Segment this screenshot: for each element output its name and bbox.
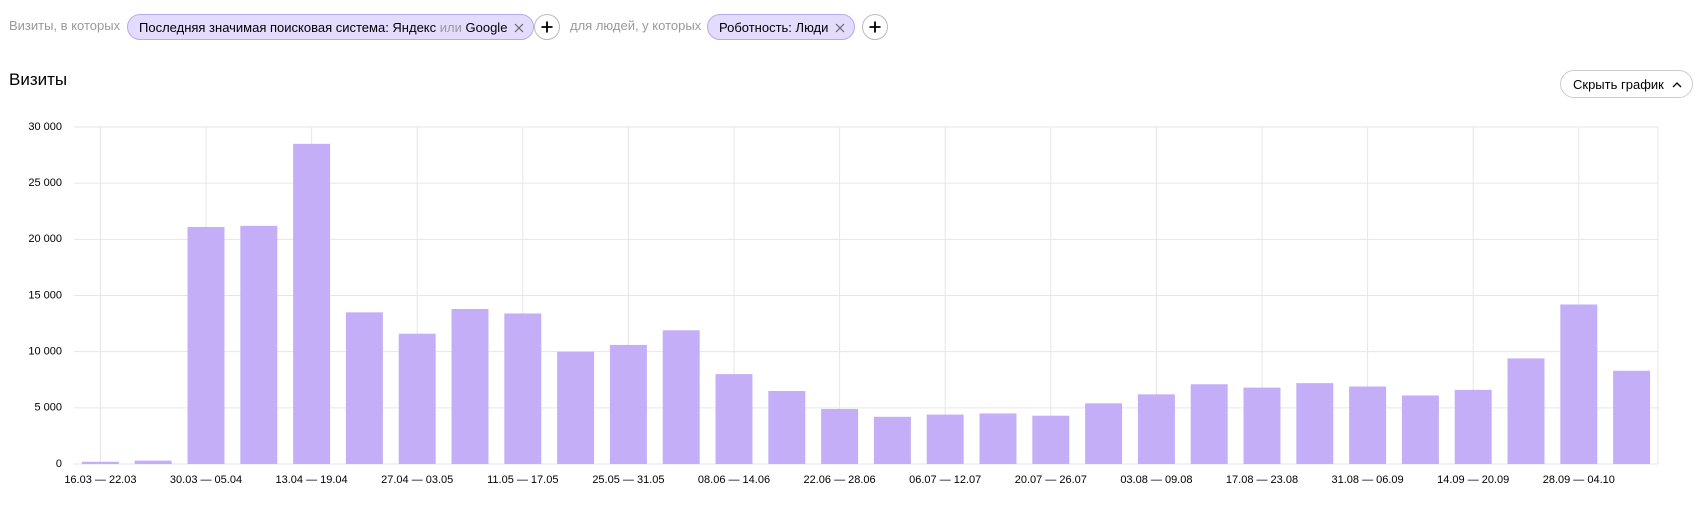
bar [557, 351, 595, 464]
x-tick-label: 30.03 — 05.04 [170, 474, 242, 486]
bar [1454, 389, 1492, 464]
bar [240, 225, 278, 464]
bar [1560, 304, 1598, 464]
y-tick-label: 0 [56, 458, 62, 470]
bar [1613, 370, 1651, 464]
x-tick-label: 11.05 — 17.05 [487, 474, 558, 486]
y-tick-label: 20 000 [28, 233, 62, 245]
x-tick-label: 13.04 — 19.04 [276, 474, 348, 486]
bar [609, 344, 647, 464]
bar [1243, 387, 1281, 464]
bar [715, 374, 753, 464]
bar [451, 308, 489, 464]
y-tick-label: 10 000 [28, 346, 62, 358]
bar [1349, 386, 1387, 464]
bar [1507, 358, 1545, 464]
bar [1032, 415, 1070, 464]
bar [979, 413, 1017, 464]
chip-text: Роботность: Люди [719, 20, 829, 35]
y-tick-label: 30 000 [28, 121, 62, 133]
bar [504, 313, 542, 464]
filter-prefix: Визиты, в которых [9, 18, 121, 33]
add-button[interactable] [862, 14, 888, 40]
bar [1137, 394, 1175, 464]
x-tick-label: 08.06 — 14.06 [698, 474, 770, 486]
bar [134, 460, 172, 464]
x-tick-label: 03.08 — 09.08 [1120, 474, 1192, 486]
filter-bar: Визиты, в которых Последняя значимая пои… [0, 0, 1702, 60]
y-tick-label: 15 000 [28, 289, 62, 301]
chip-conj: или [439, 20, 462, 35]
bar [345, 312, 383, 464]
bar [398, 333, 436, 464]
x-tick-label: 16.03 — 22.03 [64, 474, 136, 486]
chip-text: Google [465, 20, 508, 35]
x-tick-label: 14.09 — 20.09 [1437, 474, 1509, 486]
x-tick-label: 20.07 — 26.07 [1015, 474, 1087, 486]
bar [821, 408, 859, 464]
filter-chip[interactable]: Роботность: Люди [707, 14, 856, 40]
bar [1190, 384, 1228, 464]
remove-icon[interactable] [835, 23, 845, 33]
bar [926, 414, 964, 464]
x-tick-label: 28.09 — 04.10 [1543, 474, 1615, 486]
x-tick-label: 17.08 — 23.08 [1226, 474, 1298, 486]
bar [1401, 395, 1439, 464]
chevron-icon [1672, 82, 1682, 88]
add-button[interactable] [534, 14, 560, 40]
filter-middle: для людей, у которых [570, 18, 702, 33]
y-tick-label: 5 000 [34, 402, 62, 414]
x-tick-label: 06.07 — 12.07 [909, 474, 981, 486]
chart-title: Визиты [9, 70, 68, 89]
bar [1085, 403, 1123, 464]
x-tick-label: 31.08 — 06.09 [1332, 474, 1404, 486]
y-tick-label: 25 000 [28, 177, 62, 189]
bar [81, 461, 119, 464]
bar [873, 416, 911, 464]
remove-icon[interactable] [514, 23, 524, 33]
x-tick-label: 25.05 — 31.05 [592, 474, 664, 486]
filter-chip[interactable]: Последняя значимая поисковая система: Ян… [127, 14, 535, 40]
bar [1296, 383, 1334, 464]
bar [293, 143, 331, 464]
hide-chart-button[interactable]: Скрыть график [1560, 70, 1693, 98]
bar [662, 330, 700, 464]
button-label: Скрыть график [1573, 77, 1664, 92]
x-tick-label: 27.04 — 03.05 [381, 474, 453, 486]
x-tick-label: 22.06 — 28.06 [804, 474, 876, 486]
chip-text: Последняя значимая поисковая система: Ян… [139, 20, 437, 35]
bar [187, 226, 225, 464]
bar [768, 390, 806, 464]
